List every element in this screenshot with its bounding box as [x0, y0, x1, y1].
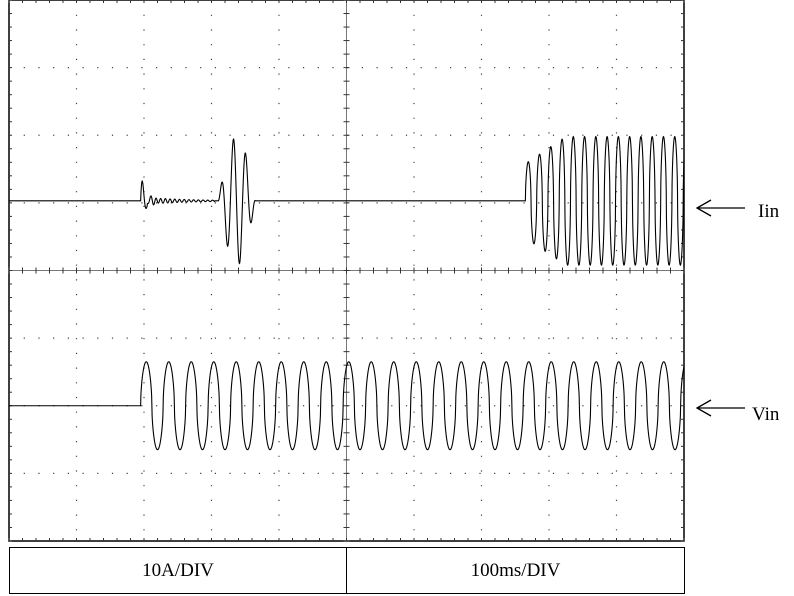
iin-arrow-icon: [695, 199, 745, 217]
iin-label: Iin: [758, 201, 780, 222]
grid: [8, 0, 685, 542]
traces: [9, 135, 685, 451]
vin-arrow-icon: [695, 399, 745, 417]
vin-label: Vin: [752, 404, 780, 425]
trace-vin: [9, 361, 685, 451]
current-scale-cell: 10A/DIV: [9, 547, 347, 594]
time-scale-cell: 100ms/DIV: [346, 547, 685, 594]
trace-iin: [9, 135, 685, 266]
